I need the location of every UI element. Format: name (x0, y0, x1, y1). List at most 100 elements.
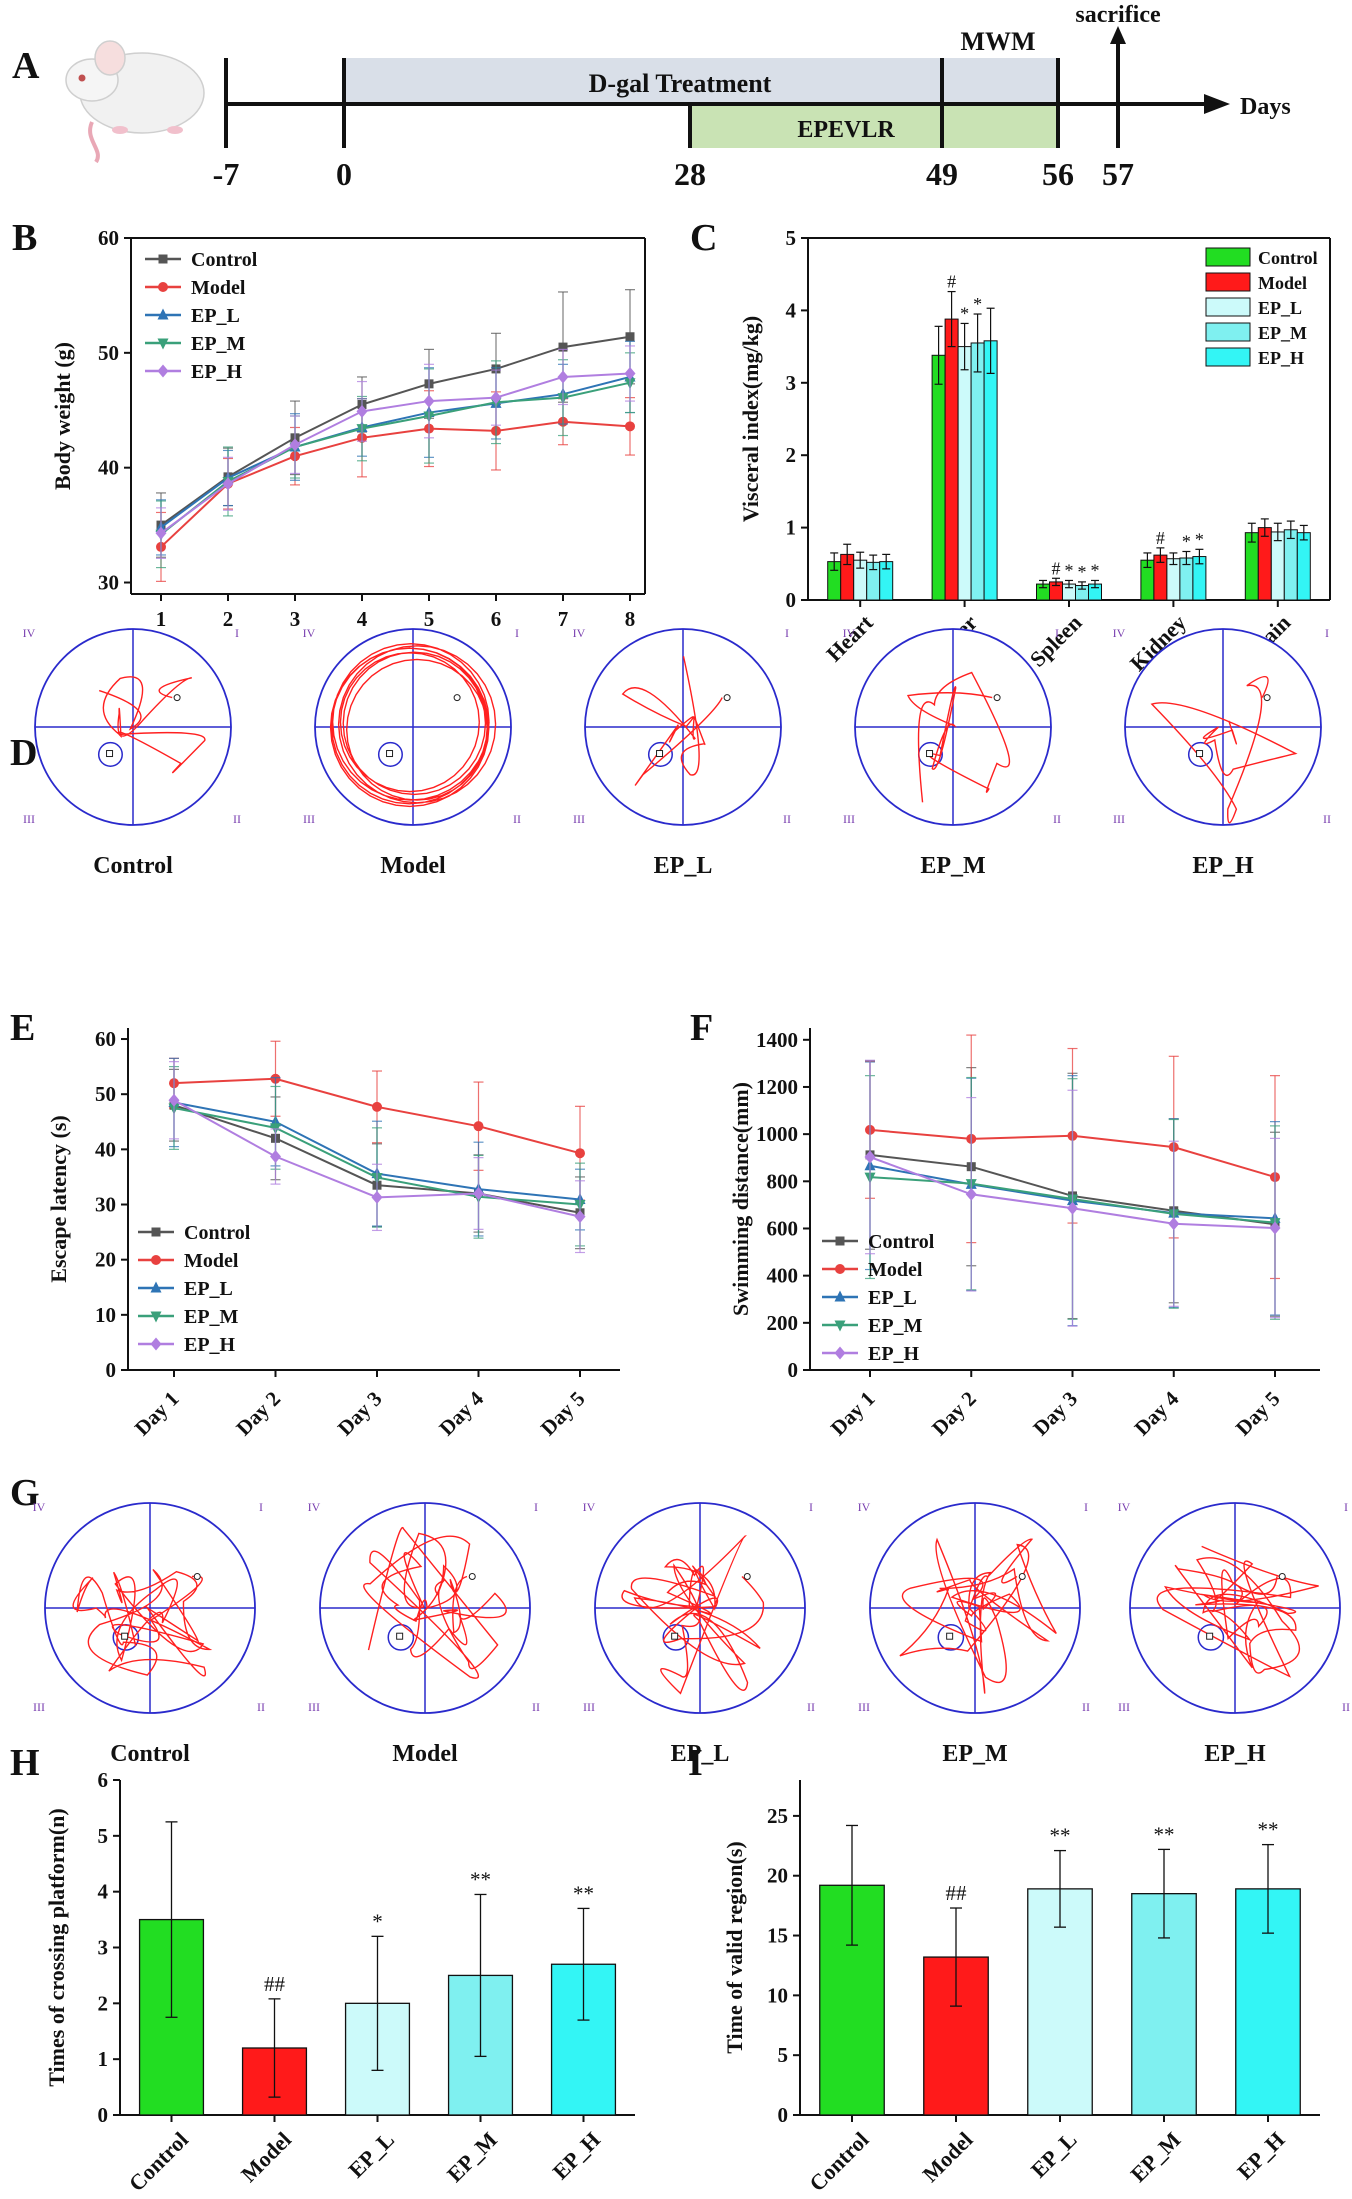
quadrant-label: II (1342, 1700, 1350, 1714)
significance-mark: * (960, 303, 969, 323)
data-point (473, 1121, 484, 1132)
data-point (558, 342, 568, 352)
legend-label: EP_H (868, 1343, 920, 1365)
legend-marker (157, 308, 169, 320)
y-tick-label: 0 (106, 1358, 117, 1382)
y-tick-label: 10 (767, 1983, 788, 2007)
y-tick-label: 40 (98, 456, 119, 480)
mwm-label: MWM (960, 27, 1035, 56)
quadrant-label: III (308, 1700, 320, 1714)
swim-trajectory (329, 643, 497, 808)
start-marker (1263, 694, 1271, 702)
quadrant-label: III (858, 1700, 870, 1714)
data-point (864, 1150, 876, 1164)
x-tick-label: Model (918, 2127, 978, 2187)
significance-mark: # (1052, 558, 1061, 578)
x-tick-label: Day 4 (1130, 1386, 1184, 1440)
legend-swatch (1205, 322, 1251, 342)
data-point (1067, 1201, 1078, 1215)
y-tick-label: 40 (95, 1137, 116, 1161)
data-point (372, 1101, 382, 1112)
bar-chart-h: 0 1 2 3 4 5 6 Times of crossing platform(n) Cont… (44, 1768, 635, 2196)
platform-circle (1197, 1624, 1225, 1651)
legend-label: EP_H (1258, 348, 1304, 368)
x-tick-label: Day 2 (231, 1387, 285, 1441)
end-marker (386, 750, 394, 758)
legend-label: EP_H (191, 361, 243, 383)
data-point (1269, 1221, 1281, 1235)
maze-panel-title: Model (392, 1741, 458, 1767)
panel-letter-h: H (10, 1742, 40, 1784)
data-point (168, 1093, 180, 1107)
legend-label: Model (868, 1259, 923, 1281)
legend-swatch (1205, 247, 1251, 267)
series-line (160, 335, 631, 526)
swim-trajectory (621, 1535, 764, 1695)
data-point (1168, 1217, 1180, 1231)
end-marker (926, 750, 934, 758)
platform-circle (937, 1624, 965, 1651)
x-tick-label: 7 (558, 607, 569, 631)
quadrant-label: I (1325, 626, 1329, 640)
end-marker (1206, 1632, 1214, 1640)
data-point (625, 332, 635, 342)
x-tick-label: EP_H (1232, 2127, 1289, 2184)
legend-marker (835, 1264, 845, 1274)
quadrant-label: IV (23, 626, 36, 640)
series-ep_h (864, 1059, 1281, 1327)
quadrant-label: IV (858, 1500, 871, 1514)
end-marker (1196, 750, 1204, 758)
quadrant-label: IV (1118, 1500, 1131, 1514)
significance-mark: ** (1154, 1822, 1175, 1846)
legend-label: Control (184, 1222, 251, 1244)
significance-mark: * (1195, 529, 1204, 549)
legend-label: EP_M (184, 1306, 239, 1328)
maze-panel-title: EP_M (920, 853, 985, 879)
legend-marker (834, 1290, 846, 1302)
panel-letter-c: C (690, 217, 717, 259)
y-axis-title: Visceral index(mg/kg) (738, 316, 763, 522)
x-tick-label: 8 (625, 607, 636, 631)
quadrant-label: II (513, 812, 521, 826)
y-tick-label: 0 (98, 2103, 109, 2127)
sacrifice-label: sacrifice (1075, 2, 1161, 28)
end-marker (671, 1632, 679, 1640)
mouse-illustration (65, 40, 205, 164)
series-line (160, 372, 631, 534)
timeline-tick-label: 0 (336, 156, 352, 192)
significance-mark: ## (264, 1972, 286, 1996)
y-tick-label: 2 (98, 1991, 109, 2015)
legend-marker (150, 1337, 162, 1351)
platform-circle (647, 741, 673, 767)
bar (1257, 527, 1272, 601)
bar (931, 354, 946, 601)
x-tick-label: Day 3 (333, 1387, 387, 1441)
legend-marker (151, 1227, 161, 1237)
y-tick-label: 6 (98, 1768, 109, 1792)
sacrifice-arrowhead (1110, 26, 1126, 44)
legend-swatch (1205, 347, 1251, 367)
bar (1270, 531, 1285, 601)
x-tick-label: EP_M (1126, 2127, 1186, 2187)
x-tick-label: Day 5 (1231, 1387, 1285, 1441)
start-marker (468, 1573, 476, 1580)
start-marker (993, 694, 1001, 702)
series-ep_h (155, 345, 636, 560)
panel-letter-e: E (10, 1007, 35, 1049)
panel-letter-f: F (690, 1007, 713, 1049)
x-tick-label: Day 2 (927, 1387, 981, 1441)
quadrant-label: I (515, 626, 519, 640)
bar (944, 318, 959, 601)
mouse-tail (88, 121, 100, 164)
y-axis-title: Body weight (g) (50, 342, 75, 490)
quadrant-label: IV (33, 1500, 46, 1514)
legend-marker (150, 1311, 162, 1323)
platform-circle (1187, 741, 1213, 767)
x-tick-label: Day 3 (1028, 1387, 1082, 1441)
legend-label: EP_M (191, 333, 246, 355)
y-tick-label: 20 (767, 1864, 788, 1888)
panel-letter-b: B (12, 217, 37, 259)
